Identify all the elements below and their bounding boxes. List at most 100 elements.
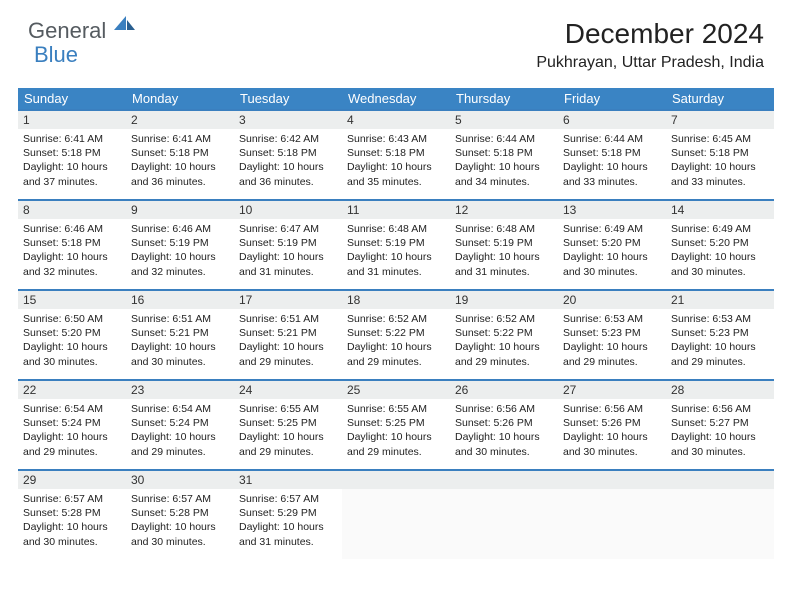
day-number: 19	[450, 291, 558, 309]
sunset-text: Sunset: 5:25 PM	[239, 416, 337, 430]
sunrise-text: Sunrise: 6:48 AM	[455, 222, 553, 236]
calendar-week: 1Sunrise: 6:41 AMSunset: 5:18 PMDaylight…	[18, 109, 774, 199]
calendar-week: 8Sunrise: 6:46 AMSunset: 5:18 PMDaylight…	[18, 199, 774, 289]
daylight-text: Daylight: 10 hours and 36 minutes.	[131, 160, 229, 188]
logo-text-general: General	[28, 18, 106, 44]
daylight-text: Daylight: 10 hours and 30 minutes.	[131, 520, 229, 548]
calendar-cell: 21 Sunrise: 6:53 AMSunset: 5:23 PMDayligh…	[666, 291, 774, 379]
calendar-cell: 31Sunrise: 6:57 AMSunset: 5:29 PMDayligh…	[234, 471, 342, 559]
sunrise-text: Sunrise: 6:54 AM	[131, 402, 229, 416]
sunrise-text: Sunrise: 6:41 AM	[23, 132, 121, 146]
calendar-cell-empty	[666, 471, 774, 559]
sunset-text: Sunset: 5:22 PM	[347, 326, 445, 340]
page-title: December 2024	[536, 18, 764, 50]
sunset-text: Sunset: 5:18 PM	[239, 146, 337, 160]
daylight-text: Daylight: 10 hours and 29 minutes.	[23, 430, 121, 458]
calendar-cell: 25Sunrise: 6:55 AMSunset: 5:25 PMDayligh…	[342, 381, 450, 469]
daylight-text: Daylight: 10 hours and 31 minutes.	[455, 250, 553, 278]
sunset-text: Sunset: 5:18 PM	[23, 236, 121, 250]
calendar-cell-empty	[450, 471, 558, 559]
sunrise-text: Sunrise: 6:45 AM	[671, 132, 769, 146]
daylight-text: Daylight: 10 hours and 29 minutes.	[239, 430, 337, 458]
daylight-text: Daylight: 10 hours and 36 minutes.	[239, 160, 337, 188]
calendar-cell: 27Sunrise: 6:56 AMSunset: 5:26 PMDayligh…	[558, 381, 666, 469]
calendar-cell: 13Sunrise: 6:49 AMSunset: 5:20 PMDayligh…	[558, 201, 666, 289]
daylight-text: Daylight: 10 hours and 31 minutes.	[239, 520, 337, 548]
day-number-empty	[666, 471, 774, 489]
sunrise-text: Sunrise: 6:49 AM	[563, 222, 661, 236]
calendar-cell: 12Sunrise: 6:48 AMSunset: 5:19 PMDayligh…	[450, 201, 558, 289]
calendar-cell-empty	[558, 471, 666, 559]
daylight-text: Daylight: 10 hours and 30 minutes.	[131, 340, 229, 368]
day-number: 16	[126, 291, 234, 309]
sunset-text: Sunset: 5:19 PM	[239, 236, 337, 250]
sunrise-text: Sunrise: 6:56 AM	[455, 402, 553, 416]
sunrise-text: Sunrise: 6:46 AM	[131, 222, 229, 236]
calendar-cell: 7Sunrise: 6:45 AMSunset: 5:18 PMDaylight…	[666, 111, 774, 199]
day-number: 21	[666, 291, 774, 309]
sunrise-text: Sunrise: 6:57 AM	[131, 492, 229, 506]
day-number: 23	[126, 381, 234, 399]
sunrise-text: Sunrise: 6:47 AM	[239, 222, 337, 236]
day-number-empty	[450, 471, 558, 489]
calendar-cell: 1Sunrise: 6:41 AMSunset: 5:18 PMDaylight…	[18, 111, 126, 199]
dayname-sunday: Sunday	[18, 88, 126, 109]
calendar-cell: 5Sunrise: 6:44 AMSunset: 5:18 PMDaylight…	[450, 111, 558, 199]
calendar-cell: 30Sunrise: 6:57 AMSunset: 5:28 PMDayligh…	[126, 471, 234, 559]
day-number: 9	[126, 201, 234, 219]
daylight-text: Daylight: 10 hours and 30 minutes.	[23, 520, 121, 548]
calendar-cell: 16Sunrise: 6:51 AMSunset: 5:21 PMDayligh…	[126, 291, 234, 379]
day-number: 28	[666, 381, 774, 399]
daylight-text: Daylight: 10 hours and 29 minutes.	[347, 430, 445, 458]
sunrise-text: Sunrise: 6:56 AM	[563, 402, 661, 416]
dayname-tuesday: Tuesday	[234, 88, 342, 109]
daylight-text: Daylight: 10 hours and 29 minutes.	[455, 340, 553, 368]
sunset-text: Sunset: 5:18 PM	[671, 146, 769, 160]
daylight-text: Daylight: 10 hours and 32 minutes.	[23, 250, 121, 278]
calendar-cell: 22Sunrise: 6:54 AMSunset: 5:24 PMDayligh…	[18, 381, 126, 469]
day-number: 15	[18, 291, 126, 309]
day-number: 22	[18, 381, 126, 399]
dayname-friday: Friday	[558, 88, 666, 109]
day-number: 18	[342, 291, 450, 309]
sunset-text: Sunset: 5:19 PM	[455, 236, 553, 250]
sunset-text: Sunset: 5:23 PM	[563, 326, 661, 340]
sunset-text: Sunset: 5:27 PM	[671, 416, 769, 430]
sunset-text: Sunset: 5:28 PM	[131, 506, 229, 520]
daylight-text: Daylight: 10 hours and 32 minutes.	[131, 250, 229, 278]
daylight-text: Daylight: 10 hours and 33 minutes.	[563, 160, 661, 188]
calendar-cell: 26Sunrise: 6:56 AMSunset: 5:26 PMDayligh…	[450, 381, 558, 469]
calendar-cell: 11Sunrise: 6:48 AMSunset: 5:19 PMDayligh…	[342, 201, 450, 289]
sunrise-text: Sunrise: 6:53 AM	[671, 312, 769, 326]
calendar-cell: 14Sunrise: 6:49 AMSunset: 5:20 PMDayligh…	[666, 201, 774, 289]
sunset-text: Sunset: 5:23 PM	[671, 326, 769, 340]
page-subtitle: Pukhrayan, Uttar Pradesh, India	[536, 54, 764, 72]
logo-text-blue: Blue	[34, 42, 78, 68]
day-number: 2	[126, 111, 234, 129]
calendar-cell: 10Sunrise: 6:47 AMSunset: 5:19 PMDayligh…	[234, 201, 342, 289]
dayname-wednesday: Wednesday	[342, 88, 450, 109]
sunset-text: Sunset: 5:18 PM	[347, 146, 445, 160]
calendar-cell: 17Sunrise: 6:51 AMSunset: 5:21 PMDayligh…	[234, 291, 342, 379]
day-number: 6	[558, 111, 666, 129]
title-block: December 2024 Pukhrayan, Uttar Pradesh, …	[536, 18, 764, 72]
sunrise-text: Sunrise: 6:50 AM	[23, 312, 121, 326]
sunset-text: Sunset: 5:28 PM	[23, 506, 121, 520]
calendar-cell-empty	[342, 471, 450, 559]
daylight-text: Daylight: 10 hours and 30 minutes.	[23, 340, 121, 368]
daylight-text: Daylight: 10 hours and 29 minutes.	[671, 340, 769, 368]
day-number-empty	[558, 471, 666, 489]
daylight-text: Daylight: 10 hours and 29 minutes.	[239, 340, 337, 368]
calendar-cell: 8Sunrise: 6:46 AMSunset: 5:18 PMDaylight…	[18, 201, 126, 289]
dayname-thursday: Thursday	[450, 88, 558, 109]
day-number: 13	[558, 201, 666, 219]
sunset-text: Sunset: 5:24 PM	[23, 416, 121, 430]
sunset-text: Sunset: 5:21 PM	[131, 326, 229, 340]
day-number: 25	[342, 381, 450, 399]
sunset-text: Sunset: 5:25 PM	[347, 416, 445, 430]
daylight-text: Daylight: 10 hours and 30 minutes.	[455, 430, 553, 458]
sunset-text: Sunset: 5:22 PM	[455, 326, 553, 340]
sunset-text: Sunset: 5:26 PM	[563, 416, 661, 430]
sunset-text: Sunset: 5:18 PM	[455, 146, 553, 160]
dayname-row: Sunday Monday Tuesday Wednesday Thursday…	[18, 88, 774, 109]
